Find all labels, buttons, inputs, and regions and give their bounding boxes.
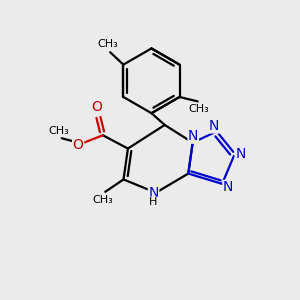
Text: O: O: [92, 100, 102, 114]
Text: CH₃: CH₃: [189, 104, 210, 114]
Text: CH₃: CH₃: [48, 126, 69, 136]
Text: N: N: [209, 119, 219, 133]
Text: N: N: [148, 186, 159, 200]
Text: CH₃: CH₃: [92, 195, 113, 205]
Text: N: N: [223, 180, 233, 194]
Text: CH₃: CH₃: [98, 39, 118, 49]
Text: N: N: [235, 147, 246, 161]
Text: N: N: [188, 129, 199, 143]
Text: O: O: [73, 138, 84, 152]
Text: H: H: [149, 197, 158, 207]
